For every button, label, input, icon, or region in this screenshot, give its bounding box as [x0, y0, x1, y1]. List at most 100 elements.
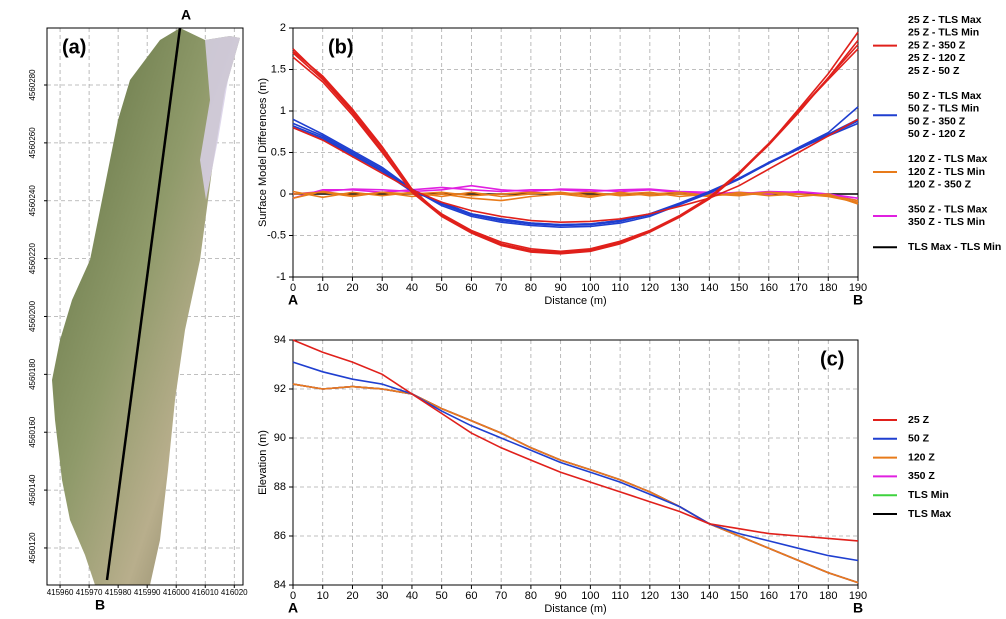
y-axis-label: Surface Model Differences (m) [257, 78, 269, 227]
x-tick-label: 0 [290, 590, 296, 602]
y-tick-label: 1 [280, 105, 286, 117]
x-tick-label: 80 [525, 590, 537, 602]
legend-label: 25 Z - 120 Z [908, 52, 966, 64]
series-line [292, 383, 859, 584]
panel-label: (a) [62, 36, 86, 58]
panel-label: (c) [820, 348, 844, 370]
x-tick-label: 80 [525, 282, 537, 294]
x-tick-label: 415970 [76, 588, 103, 597]
x-tick-label: 416000 [163, 588, 190, 597]
x-tick-label: 415990 [134, 588, 161, 597]
x-tick-label: 170 [789, 282, 807, 294]
x-axis-label: Distance (m) [544, 603, 606, 615]
end-label: B [95, 597, 105, 613]
x-tick-label: 0 [290, 282, 296, 294]
series-line [292, 39, 859, 253]
y-tick-label: 4560180 [28, 358, 37, 390]
series-line [292, 190, 859, 204]
x-tick-label: 20 [346, 282, 358, 294]
legend-label: 350 Z - TLS Max [908, 203, 988, 215]
x-tick-label: 415980 [105, 588, 132, 597]
x-tick-label: 160 [760, 282, 778, 294]
legend-label: 50 Z - 350 Z [908, 115, 966, 127]
x-tick-label: 60 [465, 282, 477, 294]
y-tick-label: 2 [280, 22, 286, 34]
legend-label: 50 Z - 120 Z [908, 128, 966, 140]
legend-label: 120 Z - TLS Min [908, 166, 985, 178]
series-line [292, 120, 859, 226]
end-label: B [853, 292, 863, 308]
y-tick-label: 4560260 [28, 127, 37, 159]
x-tick-label: 40 [406, 282, 418, 294]
y-tick-label: -1 [276, 271, 286, 283]
map-image [52, 28, 240, 585]
y-tick-label: 4560120 [28, 532, 37, 564]
series-line [292, 361, 859, 562]
x-tick-label: 416010 [192, 588, 219, 597]
x-tick-label: 90 [555, 282, 567, 294]
x-axis-label: Distance (m) [544, 295, 606, 307]
x-tick-label: 90 [555, 590, 567, 602]
y-tick-label: 1.5 [271, 63, 286, 75]
plot-frame [292, 27, 859, 278]
x-tick-label: 170 [789, 590, 807, 602]
x-tick-label: 416020 [221, 588, 248, 597]
legend-label: 50 Z - TLS Min [908, 103, 979, 115]
y-tick-label: 0 [280, 188, 286, 200]
x-tick-label: 140 [700, 590, 718, 602]
x-tick-label: 60 [465, 590, 477, 602]
legend-label: 350 Z [908, 470, 935, 482]
legend-label: 25 Z - TLS Min [908, 27, 979, 39]
y-tick-label: 4560160 [28, 416, 37, 448]
y-tick-label: 4560240 [28, 185, 37, 217]
y-tick-label: 94 [274, 334, 286, 346]
x-tick-label: 190 [849, 282, 867, 294]
legend-label: TLS Max [908, 508, 951, 520]
start-label: A [181, 7, 191, 23]
x-tick-label: 20 [346, 590, 358, 602]
x-tick-label: 160 [760, 590, 778, 602]
legend-label: 120 Z - 350 Z [908, 179, 972, 191]
y-tick-label: 92 [274, 383, 286, 395]
y-tick-label: -0.5 [267, 229, 286, 241]
y-tick-label: 4560220 [28, 242, 37, 274]
x-tick-label: 140 [700, 282, 718, 294]
x-tick-label: 120 [641, 282, 659, 294]
y-tick-label: 88 [274, 481, 286, 493]
legend-label: 25 Z - 50 Z [908, 65, 960, 77]
x-tick-label: 70 [495, 282, 507, 294]
panel-label: (b) [328, 36, 354, 58]
x-tick-label: 110 [611, 590, 629, 602]
series-line [292, 190, 859, 205]
legend-label: 50 Z - TLS Max [908, 90, 982, 102]
x-tick-label: 415960 [47, 588, 74, 597]
y-tick-label: 0.5 [271, 146, 286, 158]
x-tick-label: 130 [670, 590, 688, 602]
x-tick-label: 150 [730, 590, 748, 602]
x-tick-label: 70 [495, 590, 507, 602]
x-tick-label: 180 [819, 282, 837, 294]
series-line [292, 383, 859, 584]
legend-label: 120 Z [908, 451, 935, 463]
series-line [292, 118, 859, 224]
y-tick-label: 84 [274, 579, 286, 591]
x-tick-label: 50 [436, 282, 448, 294]
legend-label: 25 Z - 350 Z [908, 39, 966, 51]
legend-label: 120 Z - TLS Max [908, 153, 988, 165]
x-tick-label: 100 [581, 282, 599, 294]
x-tick-label: 30 [376, 282, 388, 294]
start-label: A [288, 292, 298, 308]
y-tick-label: 86 [274, 530, 286, 542]
x-tick-label: 10 [317, 282, 329, 294]
x-tick-label: 190 [849, 590, 867, 602]
series-line [292, 118, 859, 227]
start-label: A [288, 600, 298, 616]
legend-label: 50 Z [908, 433, 930, 445]
x-tick-label: 130 [670, 282, 688, 294]
legend-label: TLS Max - TLS Min [908, 241, 1001, 253]
y-tick-label: 90 [274, 432, 286, 444]
x-tick-label: 180 [819, 590, 837, 602]
y-tick-label: 4560200 [28, 300, 37, 332]
